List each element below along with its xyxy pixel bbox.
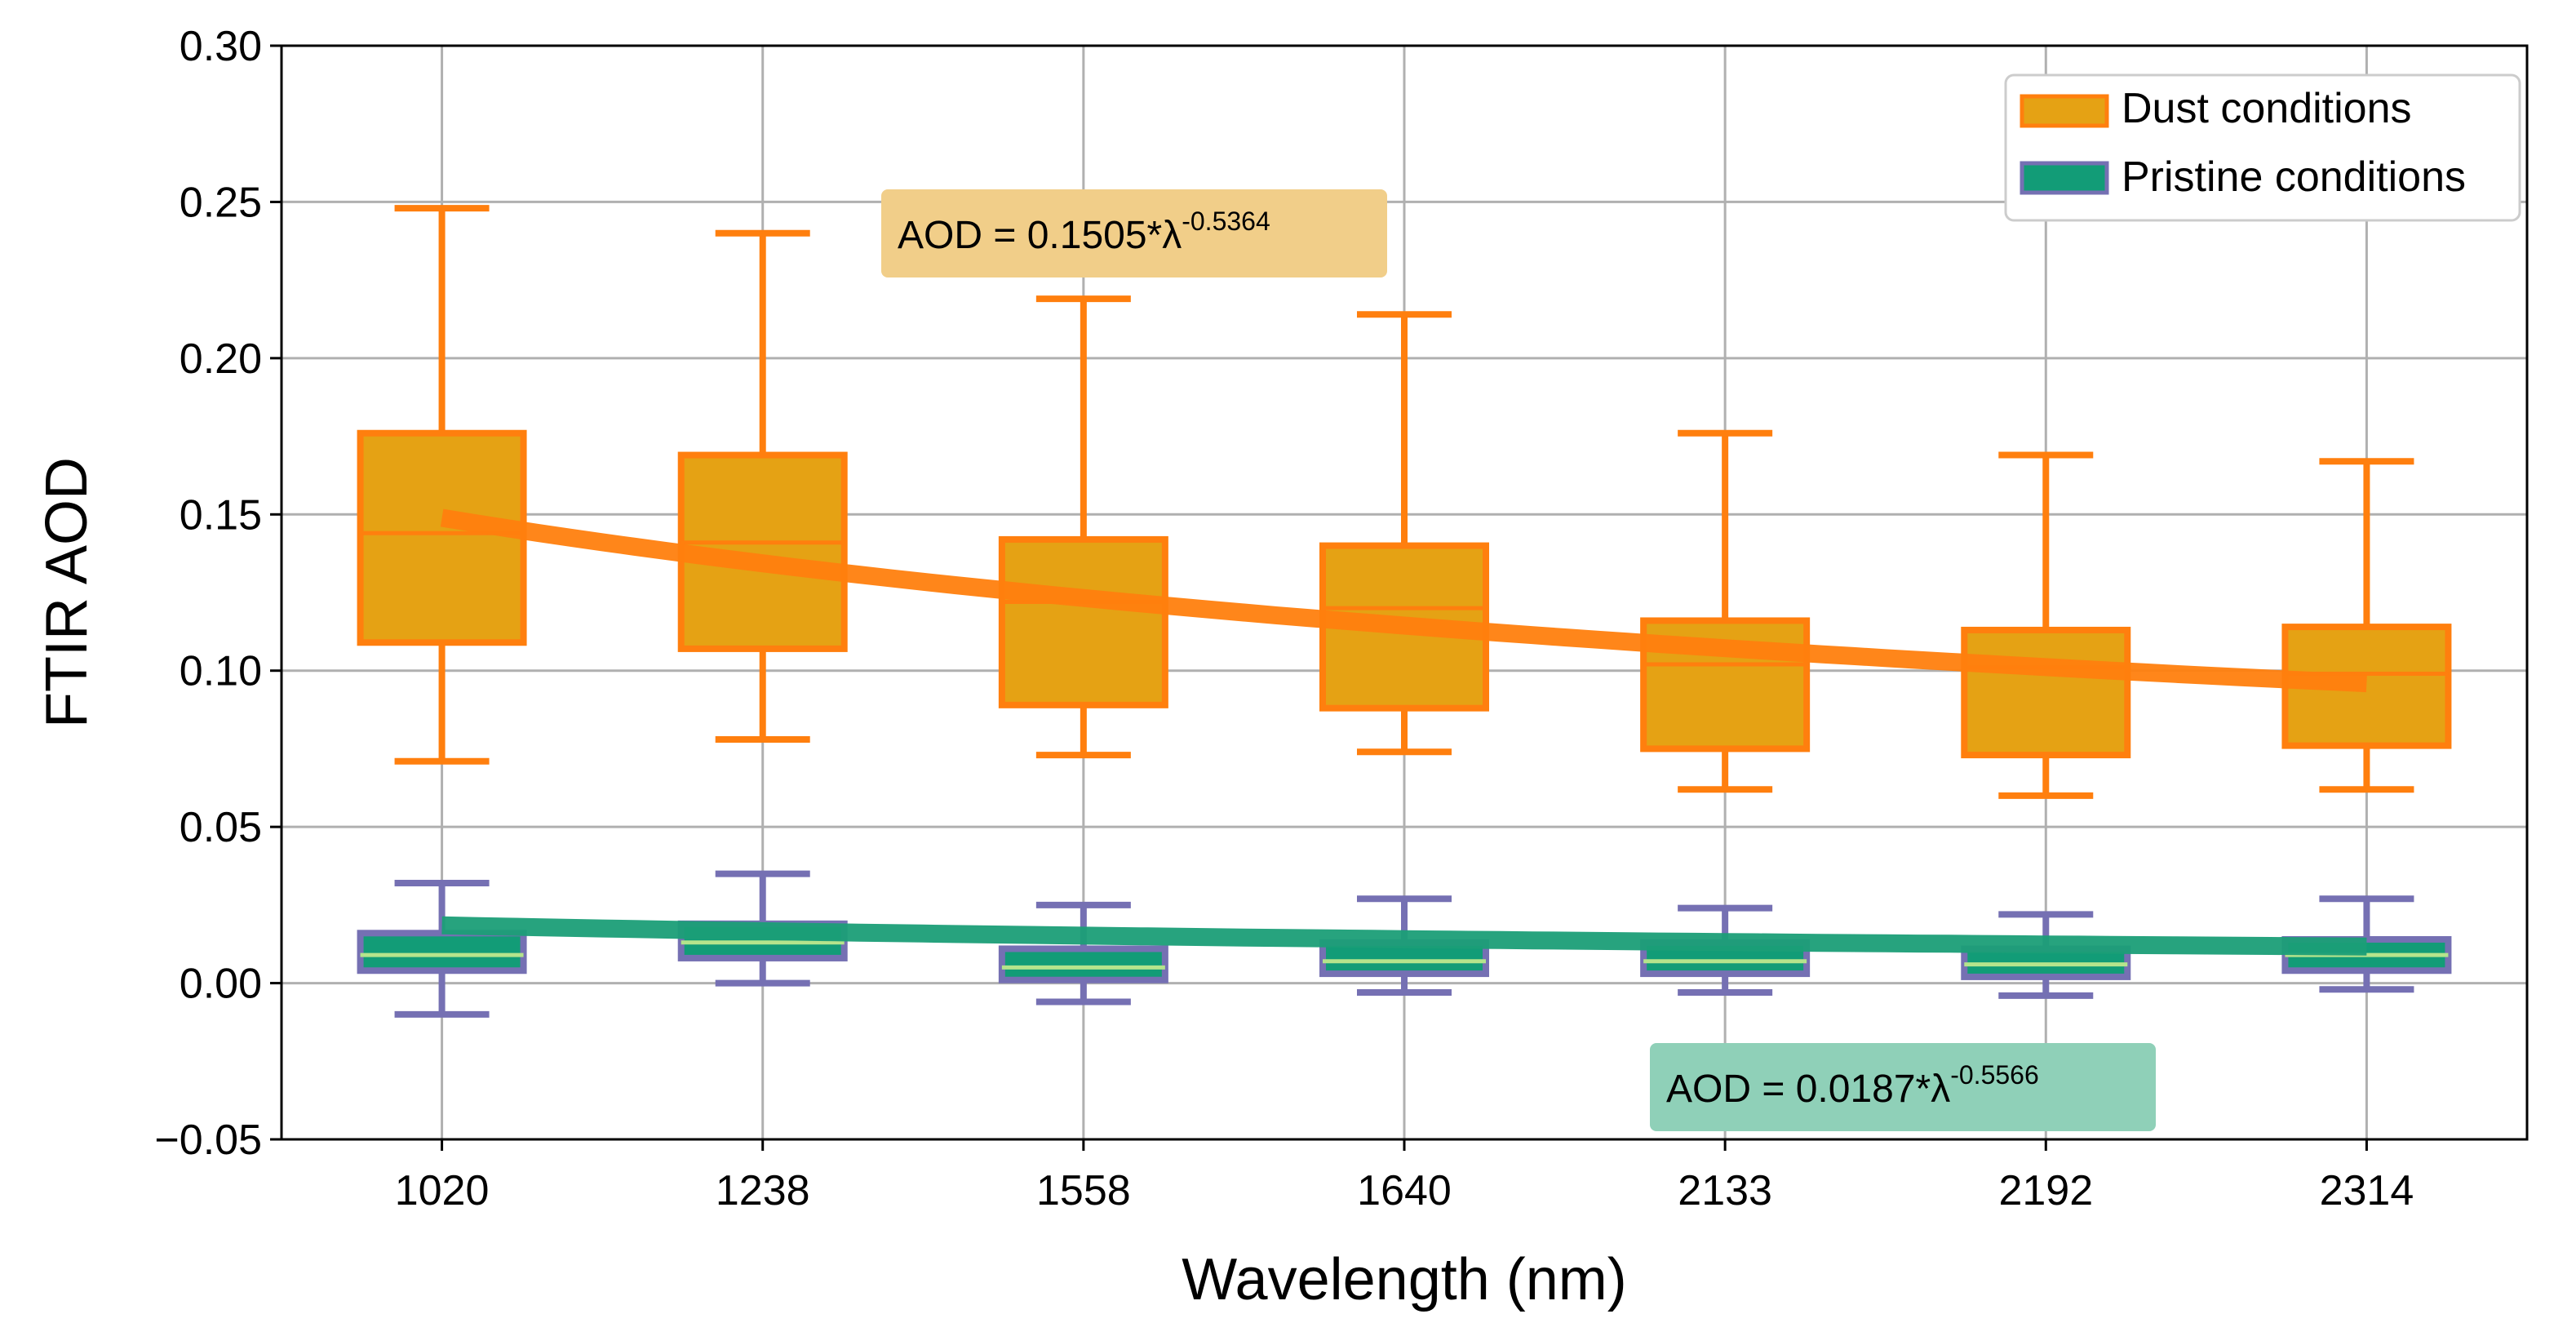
- dust-fit-line: [440, 508, 2367, 693]
- y-tick-label: 0.15: [180, 491, 262, 539]
- legend-frame: [2004, 73, 2521, 222]
- legend-label-dust: Dust conditions: [2122, 85, 2412, 132]
- box-body: [1961, 626, 2131, 759]
- x-axis: 1020 1238 1558 1640 2133 2192 2314: [395, 1139, 2414, 1214]
- pristine-fit-line: [441, 916, 2367, 956]
- y-tick-label: −0.05: [154, 1117, 262, 1164]
- pristine-fit-equation: AOD = 0.0187*λ: [1666, 1068, 1950, 1111]
- box-body: [998, 945, 1168, 983]
- box: [357, 205, 527, 765]
- pristine-fit-annotation-box: [1650, 1043, 2156, 1131]
- legend-swatch-dust: [2020, 94, 2109, 128]
- dust-fit-annotation-text: AOD = 0.1505*λ-0.5364: [898, 206, 1270, 257]
- y-axis-title: FTIR AOD: [34, 457, 100, 728]
- y-tick-label: 0.30: [180, 23, 262, 70]
- legend: Dust conditions Pristine conditions: [2004, 73, 2521, 222]
- y-tick-label: 0.25: [180, 179, 262, 226]
- x-tick-label: 1558: [1036, 1167, 1131, 1214]
- x-tick-label: 1020: [395, 1167, 490, 1214]
- y-axis: −0.05 0.00 0.05 0.10 0.15 0.20 0.25 0.30: [154, 23, 282, 1164]
- box-body: [357, 429, 527, 646]
- pristine-fit-exponent: -0.5566: [1950, 1060, 2039, 1090]
- pristine-fit-annotation: AOD = 0.0187*λ-0.5566: [1650, 1043, 2156, 1131]
- box: [1640, 429, 1811, 793]
- box-body: [357, 930, 527, 974]
- y-tick-label: 0.20: [180, 335, 262, 383]
- legend-label-pristine: Pristine conditions: [2122, 153, 2466, 201]
- y-tick-label: 0.00: [180, 961, 262, 1008]
- box-body: [998, 535, 1168, 708]
- x-tick-label: 2192: [1998, 1167, 2093, 1214]
- dust-fit-equation: AOD = 0.1505*λ: [898, 214, 1182, 257]
- box: [677, 229, 848, 743]
- plot-frame: [280, 44, 2529, 1141]
- x-axis-title: Wavelength (nm): [1182, 1247, 1627, 1312]
- dust-fit-annotation: AOD = 0.1505*λ-0.5364: [881, 189, 1387, 277]
- dust-fit-exponent: -0.5364: [1182, 206, 1270, 236]
- legend-swatch-pristine: [2020, 161, 2109, 195]
- fit-curves: [440, 508, 2367, 956]
- dust-fit-annotation-box: [881, 189, 1387, 277]
- box: [998, 295, 1168, 759]
- x-tick-label: 2133: [1678, 1167, 1772, 1214]
- box: [2281, 458, 2452, 793]
- x-tick-label: 1238: [716, 1167, 810, 1214]
- box: [1961, 451, 2131, 799]
- y-tick-label: 0.05: [180, 804, 262, 851]
- x-tick-label: 2314: [2320, 1167, 2414, 1214]
- box: [357, 880, 527, 1018]
- x-tick-label: 1640: [1357, 1167, 1452, 1214]
- y-tick-label: 0.10: [180, 648, 262, 695]
- box: [1319, 311, 1489, 756]
- box: [998, 901, 1168, 1006]
- pristine-fit-annotation-text: AOD = 0.0187*λ-0.5566: [1666, 1060, 2039, 1111]
